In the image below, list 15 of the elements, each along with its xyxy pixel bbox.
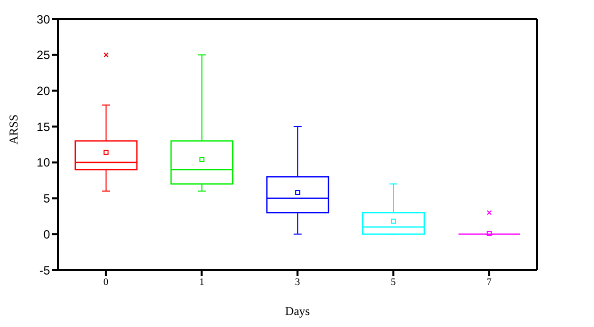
y-tick-label: 0 <box>43 227 50 242</box>
y-axis-title: ARSS <box>6 114 20 144</box>
y-tick-label: 5 <box>43 192 50 206</box>
x-tick-label: 7 <box>486 277 492 288</box>
y-tick-label: 20 <box>36 84 50 98</box>
x-axis-title: Days <box>285 304 310 318</box>
y-tick-label: 25 <box>36 48 50 62</box>
y-tick-label: 30 <box>36 12 50 26</box>
x-tick-label: 5 <box>390 277 396 288</box>
x-tick-label: 3 <box>295 277 300 288</box>
x-tick-label: 0 <box>103 277 108 288</box>
x-tick-label: 1 <box>199 277 204 288</box>
y-tick-label: 10 <box>36 156 50 170</box>
y-tick-label: -5 <box>39 263 50 278</box>
y-tick-label: 15 <box>36 120 50 134</box>
